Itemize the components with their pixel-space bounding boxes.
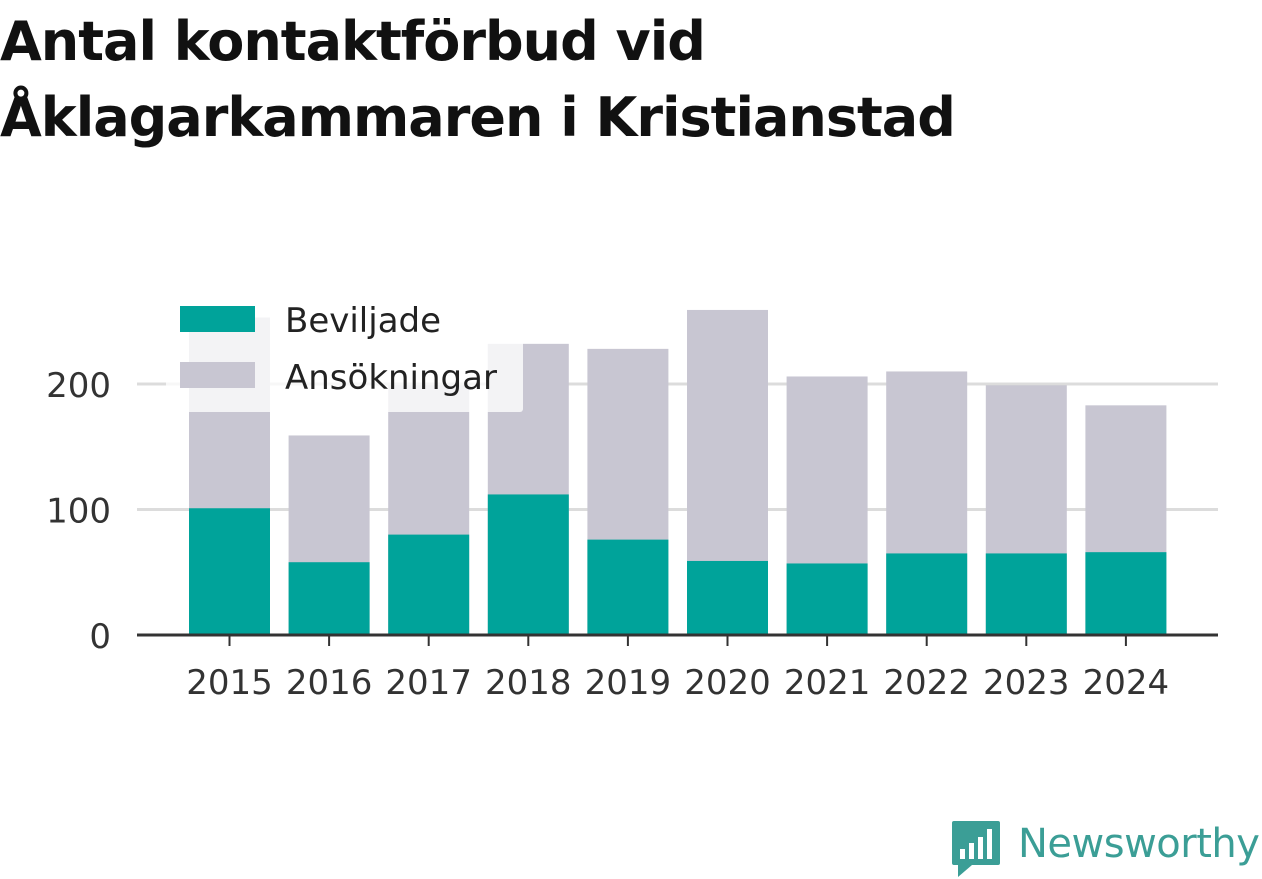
x-tick-label: 2015 (186, 663, 273, 703)
x-tick-label: 2017 (385, 663, 472, 703)
legend-label-ansokningar: Ansökningar (285, 358, 497, 398)
y-tick-label: 100 (46, 492, 111, 532)
bar-beviljade (1085, 552, 1167, 635)
x-tick-label: 2019 (585, 663, 672, 703)
legend-swatch-ansokningar (180, 362, 255, 388)
bar-beviljade (886, 553, 968, 635)
legend-label-beviljade: Beviljade (285, 301, 441, 341)
legend-swatch-beviljade (180, 306, 255, 332)
x-tick-label: 2020 (684, 663, 771, 703)
legend-box (166, 290, 523, 412)
bar-beviljade (388, 534, 470, 635)
x-tick-label: 2022 (883, 663, 970, 703)
newsworthy-logo: Newsworthy (950, 819, 1260, 879)
newsworthy-logo-icon (952, 821, 1000, 877)
bar-beviljade (288, 562, 370, 635)
x-tick-label: 2016 (286, 663, 373, 703)
x-tick-label: 2024 (1083, 663, 1170, 703)
x-tick-label: 2021 (784, 663, 871, 703)
y-tick-label: 0 (89, 617, 111, 657)
bar-beviljade (587, 539, 669, 635)
bar-beviljade (189, 508, 270, 635)
bars (189, 309, 1167, 635)
bar-beviljade (687, 560, 768, 635)
y-tick-label: 200 (46, 366, 111, 406)
bar-beviljade (786, 563, 868, 635)
bar-beviljade (985, 553, 1067, 635)
newsworthy-logo-text: Newsworthy (1018, 821, 1260, 867)
x-tick-label: 2018 (485, 663, 572, 703)
x-tick-label: 2023 (983, 663, 1070, 703)
y-axis: 0 100 200 (46, 366, 111, 657)
legend: Beviljade Ansökningar (166, 290, 523, 412)
bar-beviljade (487, 494, 569, 635)
x-axis: 2015 2016 2017 2018 2019 2020 2021 2022 2023 2024 (137, 633, 1218, 703)
chart-title: Antal kontaktförbud vid Åklagarkammaren … (0, 10, 956, 149)
